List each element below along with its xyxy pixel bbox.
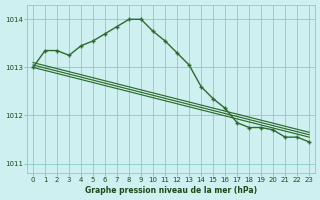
X-axis label: Graphe pression niveau de la mer (hPa): Graphe pression niveau de la mer (hPa): [85, 186, 257, 195]
